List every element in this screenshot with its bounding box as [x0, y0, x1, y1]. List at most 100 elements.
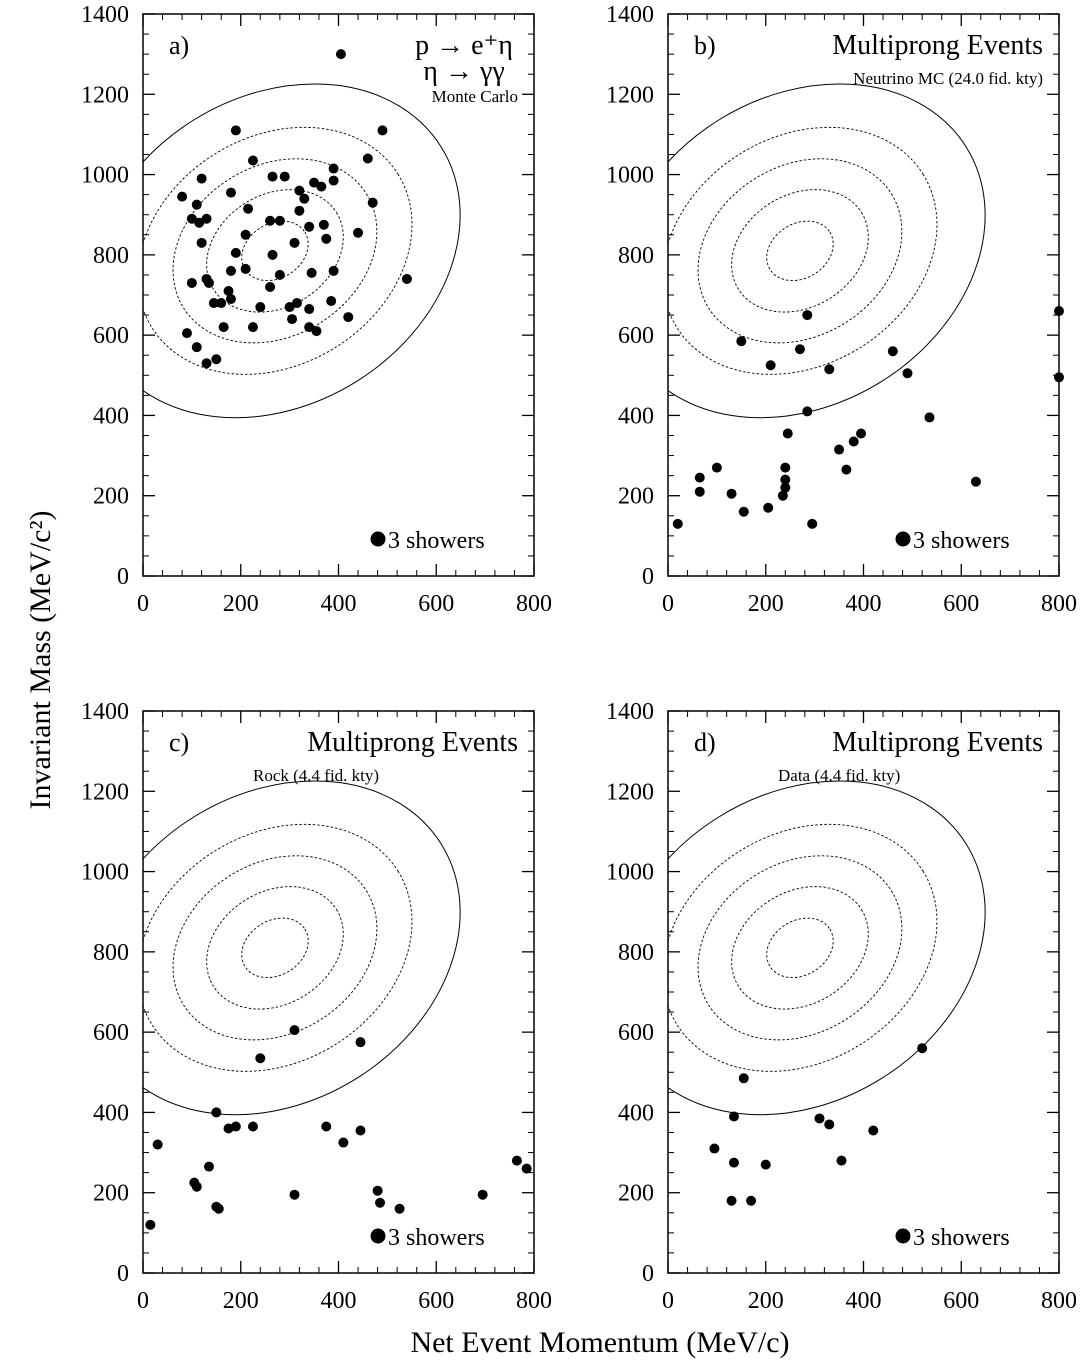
data-point — [274, 215, 285, 226]
data-point — [709, 1143, 720, 1154]
panel-title: Multiprong Events — [307, 727, 518, 758]
signal-contours — [143, 780, 461, 1116]
data-point — [726, 488, 737, 499]
x-tick-label: 200 — [748, 1288, 784, 1314]
y-tick-label: 0 — [117, 1261, 129, 1287]
data-point — [213, 1203, 224, 1214]
panel-subtitle: Rock (4.4 fid. kty) — [253, 766, 379, 785]
data-point — [343, 312, 354, 323]
data-point — [924, 412, 935, 423]
contour-4 — [143, 823, 413, 1072]
data-point — [255, 302, 266, 313]
data-point — [294, 185, 305, 196]
data-point — [223, 1123, 234, 1134]
data-point — [309, 177, 320, 188]
panel-label: c) — [169, 728, 189, 757]
signal-contours — [143, 83, 461, 419]
data-point — [802, 406, 813, 417]
data-point — [289, 237, 300, 248]
legend-label: 3 showers — [913, 1225, 1010, 1251]
data-point — [186, 213, 197, 224]
data-point — [802, 310, 813, 321]
contour-outer — [668, 780, 986, 1116]
contour-2 — [206, 189, 344, 313]
y-tick-label: 200 — [618, 484, 654, 510]
x-tick-label: 400 — [846, 591, 882, 617]
data-point — [367, 197, 378, 208]
data-point — [247, 1121, 258, 1132]
data-point — [807, 518, 818, 529]
panel-label: a) — [169, 31, 189, 60]
y-tick-label: 1000 — [81, 860, 129, 886]
data-point — [306, 267, 317, 278]
y-tick-label: 1200 — [606, 779, 654, 805]
y-tick-label: 200 — [93, 1181, 129, 1207]
data-point — [353, 227, 364, 238]
data-point — [240, 263, 251, 274]
legend-label: 3 showers — [913, 528, 1010, 554]
data-point — [760, 1159, 771, 1170]
data-point — [152, 1139, 163, 1150]
data-point — [304, 322, 315, 333]
plot-frame — [142, 710, 535, 1274]
contour-4 — [668, 126, 938, 375]
data-point — [284, 302, 295, 313]
legend-marker — [895, 1228, 911, 1244]
data-point — [201, 213, 212, 224]
signal-contours — [668, 780, 986, 1116]
x-tick-label: 400 — [321, 1288, 357, 1314]
y-axis-label: Invariant Mass (MeV/c²) — [24, 511, 57, 810]
contour-1 — [241, 220, 309, 282]
data-point — [856, 428, 867, 439]
data-point — [694, 486, 705, 497]
contour-3 — [697, 158, 903, 344]
data-point — [203, 1161, 214, 1172]
data-point — [780, 474, 791, 485]
data-point — [311, 326, 322, 337]
data-point — [836, 1155, 847, 1166]
x-tick-label: 200 — [748, 591, 784, 617]
data-point — [335, 49, 346, 60]
x-tick-label: 400 — [846, 1288, 882, 1314]
x-tick-label: 600 — [418, 591, 454, 617]
y-tick-label: 0 — [117, 564, 129, 590]
x-tick-label: 200 — [223, 1288, 259, 1314]
data-point — [255, 1053, 266, 1064]
data-point — [841, 464, 852, 475]
data-point — [216, 298, 227, 309]
contour-1 — [241, 917, 309, 979]
y-tick-label: 1000 — [606, 860, 654, 886]
data-points — [709, 1043, 928, 1206]
data-point — [289, 1025, 300, 1036]
data-point — [1054, 372, 1064, 383]
data-point — [287, 314, 298, 325]
data-point — [738, 506, 749, 517]
data-point — [477, 1189, 488, 1200]
y-tick-label: 1200 — [606, 82, 654, 108]
y-tick-label: 1000 — [81, 163, 129, 189]
data-point — [225, 265, 236, 276]
x-tick-label: 400 — [321, 591, 357, 617]
data-point — [267, 249, 278, 260]
y-tick-label: 600 — [93, 323, 129, 349]
data-point — [321, 233, 332, 244]
contour-3 — [172, 158, 378, 344]
data-point — [377, 125, 388, 136]
x-tick-label: 200 — [223, 591, 259, 617]
plot-frame — [667, 710, 1060, 1274]
y-tick-label: 1400 — [81, 2, 129, 28]
y-tick-label: 800 — [93, 940, 129, 966]
data-point — [694, 472, 705, 483]
data-point — [230, 247, 241, 258]
data-point — [186, 277, 197, 288]
data-point — [203, 277, 214, 288]
data-point — [304, 221, 315, 232]
data-points — [145, 1025, 532, 1230]
data-point — [265, 215, 276, 226]
y-tick-label: 1000 — [606, 163, 654, 189]
data-point — [328, 265, 339, 276]
data-point — [362, 153, 373, 164]
x-tick-label: 600 — [943, 591, 979, 617]
y-tick-label: 800 — [93, 243, 129, 269]
